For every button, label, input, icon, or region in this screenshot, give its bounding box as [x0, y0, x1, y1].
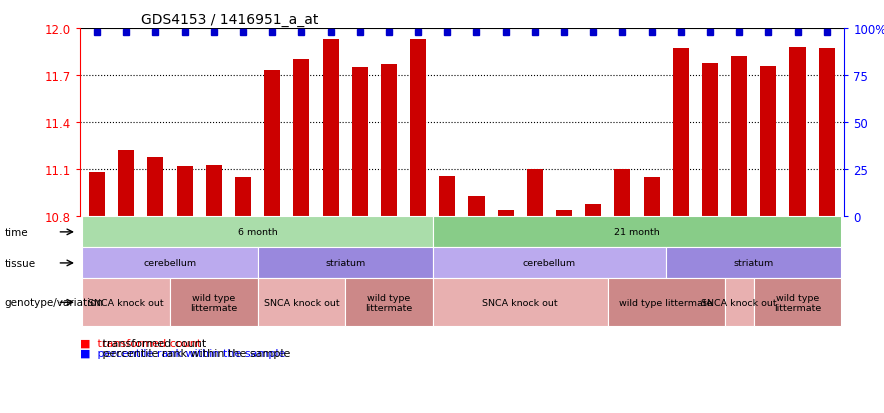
- Bar: [118, 151, 134, 217]
- Text: SNCA knock out: SNCA knock out: [263, 298, 339, 307]
- Bar: [177, 167, 193, 217]
- Text: genotype/variation: genotype/variation: [4, 297, 103, 308]
- Bar: [644, 178, 659, 217]
- Bar: [89, 173, 105, 217]
- Text: 6 month: 6 month: [238, 228, 278, 237]
- Text: wild type
littermate: wild type littermate: [190, 293, 238, 312]
- Bar: [527, 170, 543, 217]
- Bar: [439, 176, 455, 217]
- Bar: [731, 57, 747, 217]
- Bar: [206, 165, 222, 217]
- Text: ■  transformed count: ■ transformed count: [80, 338, 201, 348]
- Text: SNCA knock out: SNCA knock out: [483, 298, 558, 307]
- Bar: [235, 178, 251, 217]
- Bar: [469, 197, 484, 217]
- Text: wild type
littermate: wild type littermate: [365, 293, 413, 312]
- Text: 21 month: 21 month: [614, 228, 659, 237]
- Text: cerebellum: cerebellum: [522, 259, 576, 268]
- Text: percentile rank within the sample: percentile rank within the sample: [99, 348, 290, 358]
- Bar: [410, 40, 426, 217]
- Bar: [614, 170, 630, 217]
- Bar: [556, 211, 572, 217]
- Bar: [673, 49, 689, 217]
- Text: time: time: [4, 227, 28, 237]
- Bar: [789, 47, 805, 217]
- Bar: [264, 71, 280, 217]
- Bar: [702, 63, 718, 217]
- Text: SNCA knock out: SNCA knock out: [701, 298, 777, 307]
- Bar: [323, 40, 339, 217]
- Text: wild type littermate: wild type littermate: [620, 298, 713, 307]
- Text: SNCA knock out: SNCA knock out: [88, 298, 164, 307]
- Text: tissue: tissue: [4, 258, 35, 268]
- Text: ■  percentile rank within the sample: ■ percentile rank within the sample: [80, 348, 285, 358]
- Text: transformed count: transformed count: [99, 338, 206, 348]
- Text: striatum: striatum: [734, 259, 774, 268]
- Text: striatum: striatum: [325, 259, 365, 268]
- Bar: [381, 65, 397, 217]
- Bar: [819, 49, 834, 217]
- Bar: [498, 211, 514, 217]
- Bar: [148, 157, 164, 217]
- Bar: [585, 204, 601, 217]
- Text: cerebellum: cerebellum: [143, 259, 196, 268]
- Bar: [760, 66, 776, 217]
- Text: wild type
littermate: wild type littermate: [774, 293, 821, 312]
- Bar: [293, 60, 309, 217]
- Bar: [352, 68, 368, 217]
- Text: GDS4153 / 1416951_a_at: GDS4153 / 1416951_a_at: [141, 12, 318, 26]
